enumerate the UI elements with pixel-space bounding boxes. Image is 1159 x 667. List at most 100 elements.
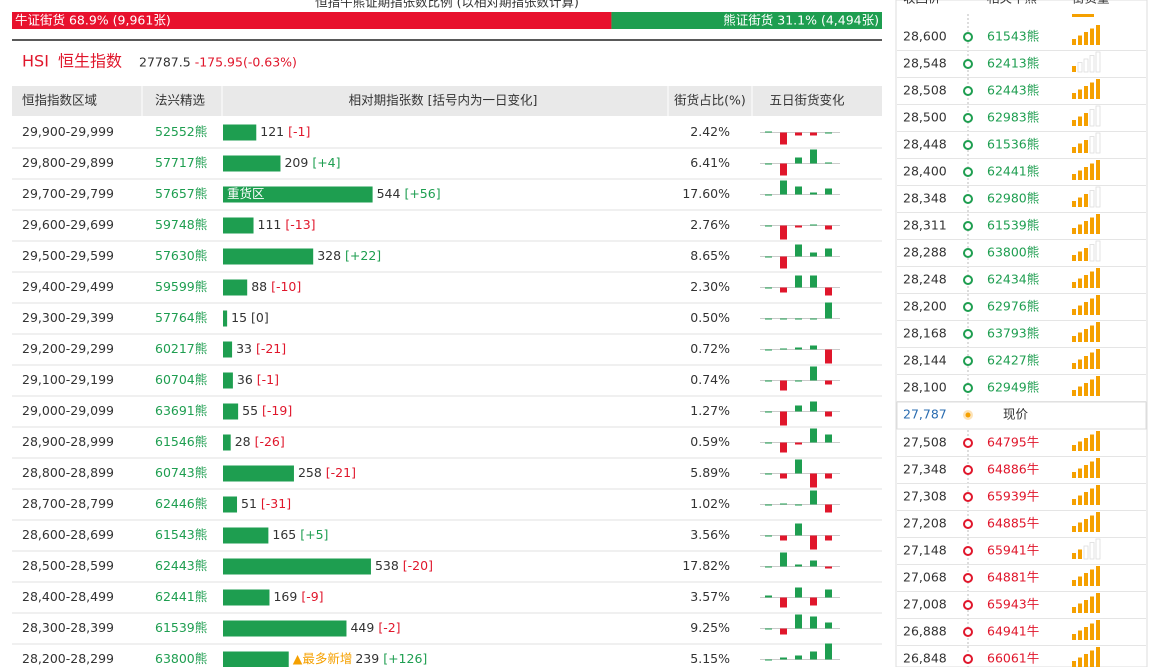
contracts-bar <box>223 434 231 451</box>
volume-bar <box>1096 322 1100 342</box>
code[interactable]: 61543熊 <box>155 527 207 542</box>
range: 29,600-29,699 <box>22 217 114 232</box>
code[interactable]: 59599熊 <box>155 279 207 294</box>
column-header: 相对期指张数 [括号内为一日变化] <box>349 93 538 108</box>
column-header: 恒指指数区域 <box>22 93 97 108</box>
volume-bar <box>1072 147 1076 153</box>
related-code[interactable]: 62413熊 <box>987 56 1039 71</box>
related-code[interactable]: 65939牛 <box>987 489 1039 504</box>
volume-bar <box>1078 468 1082 478</box>
code[interactable]: 62441熊 <box>155 589 207 604</box>
five-day-bar <box>765 411 772 413</box>
share: 1.27% <box>690 403 730 418</box>
related-code[interactable]: 62427熊 <box>987 353 1039 368</box>
five-day-bar <box>825 287 832 296</box>
code[interactable]: 63800熊 <box>155 651 207 666</box>
code[interactable]: 62443熊 <box>155 558 207 573</box>
related-code[interactable]: 61543熊 <box>987 29 1039 44</box>
related-code[interactable]: 62983熊 <box>987 110 1039 125</box>
volume-bar <box>1072 228 1076 234</box>
code[interactable]: 59748熊 <box>155 217 207 232</box>
volume-bar <box>1084 248 1088 261</box>
volume-bar <box>1078 116 1082 126</box>
share: 8.65% <box>690 248 730 263</box>
related-code[interactable]: 63793熊 <box>987 326 1039 341</box>
related-code[interactable]: 62443熊 <box>987 83 1039 98</box>
related-code[interactable]: 65941牛 <box>987 543 1039 558</box>
range: 28,900-28,999 <box>22 434 114 449</box>
index-price: 27787.5 <box>139 55 191 70</box>
related-code[interactable]: 66061牛 <box>987 651 1039 666</box>
code[interactable]: 60217熊 <box>155 341 207 356</box>
volume-bar <box>1084 302 1088 315</box>
code[interactable]: 61539熊 <box>155 620 207 635</box>
code[interactable]: 62446熊 <box>155 496 207 511</box>
related-code[interactable]: 64881牛 <box>987 570 1039 585</box>
related-code[interactable]: 61536熊 <box>987 137 1039 152</box>
volume-bar-empty <box>1095 105 1101 127</box>
code[interactable]: 57657熊 <box>155 186 207 201</box>
volume-bar <box>1090 28 1094 45</box>
related-code[interactable]: 63800熊 <box>987 245 1039 260</box>
change: [-21] <box>326 465 356 480</box>
five-day-bar <box>765 659 772 661</box>
related-code[interactable]: 65943牛 <box>987 597 1039 612</box>
related-code[interactable]: 62976熊 <box>987 299 1039 314</box>
five-day-bar <box>810 490 817 505</box>
code[interactable]: 61546熊 <box>155 434 207 449</box>
related-code[interactable]: 64886牛 <box>987 462 1039 477</box>
volume-bar <box>1096 512 1100 532</box>
five-day-bar <box>780 163 787 176</box>
related-code[interactable]: 62434熊 <box>987 272 1039 287</box>
related-code[interactable]: 64795牛 <box>987 435 1039 450</box>
five-day-bar <box>810 560 817 567</box>
contracts: 544 <box>377 186 401 201</box>
range: 28,300-28,399 <box>22 620 114 635</box>
related-code[interactable]: 62949熊 <box>987 380 1039 395</box>
node <box>963 59 973 69</box>
share: 2.30% <box>690 279 730 294</box>
five-day-bar <box>825 411 832 417</box>
related-code[interactable]: 62441熊 <box>987 164 1039 179</box>
five-day-bar <box>810 535 817 550</box>
strike-price: 27,208 <box>903 516 947 531</box>
related-code[interactable]: 64885牛 <box>987 516 1039 531</box>
five-day-bar <box>810 224 817 226</box>
related-code[interactable]: 62980熊 <box>987 191 1039 206</box>
contracts-bar <box>223 403 239 420</box>
code[interactable]: 60743熊 <box>155 465 207 480</box>
volume-bar <box>1090 163 1094 180</box>
code[interactable]: 63691熊 <box>155 403 207 418</box>
column-header: 五日街货变化 <box>769 93 845 108</box>
node <box>963 465 973 475</box>
five-day-bar <box>780 318 787 320</box>
code[interactable]: 57630熊 <box>155 248 207 263</box>
volume-bar <box>1078 224 1082 234</box>
related-code[interactable]: 64941牛 <box>987 624 1039 639</box>
change: [+22] <box>345 248 381 263</box>
node <box>963 438 973 448</box>
volume-bar <box>1096 647 1100 667</box>
five-day-bar <box>780 535 787 541</box>
contracts: 15 <box>231 310 247 325</box>
five-day-bar <box>780 225 787 240</box>
code[interactable]: 57764熊 <box>155 310 207 325</box>
five-day-bar <box>780 473 787 479</box>
five-day-bar <box>780 380 787 391</box>
volume-bar <box>1072 553 1076 559</box>
related-code[interactable]: 61539熊 <box>987 218 1039 233</box>
volume-bar <box>1072 634 1076 640</box>
volume-bar <box>1072 66 1076 72</box>
volume-bar <box>1096 458 1100 478</box>
five-day-bar <box>795 504 802 506</box>
volume-bar <box>1084 32 1088 45</box>
code[interactable]: 52552熊 <box>155 124 207 139</box>
code[interactable]: 57717熊 <box>155 155 207 170</box>
five-day-bar <box>780 503 787 505</box>
range: 28,800-28,899 <box>22 465 114 480</box>
code[interactable]: 60704熊 <box>155 372 207 387</box>
share: 0.72% <box>690 341 730 356</box>
volume-bar <box>1090 82 1094 99</box>
bear-label: 熊证街货 31.1% (4,494张) <box>723 13 879 28</box>
strike-price: 28,168 <box>903 326 947 341</box>
